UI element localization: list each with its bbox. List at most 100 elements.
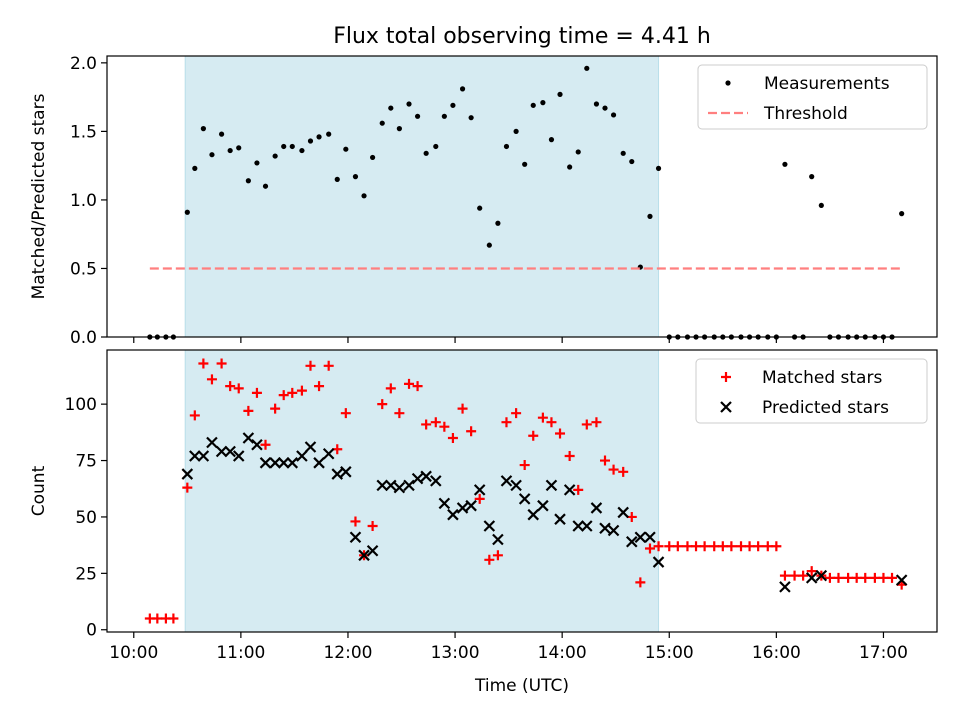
measurement-point — [477, 205, 483, 211]
predicted-star-point — [206, 436, 218, 449]
matched-star-point — [736, 541, 747, 552]
matched-star-point — [394, 408, 405, 419]
measurement-point — [486, 242, 492, 248]
predicted-star-point — [197, 450, 210, 462]
matched-star-point — [296, 385, 307, 396]
series-predicted-stars — [181, 432, 908, 593]
matched-star-point — [744, 541, 755, 552]
measurement-point — [557, 91, 563, 97]
matched-star-point — [287, 387, 298, 398]
matched-star-point — [243, 405, 254, 416]
predicted-star-point — [625, 535, 638, 548]
predicted-star-point — [527, 508, 540, 521]
predicted-star-point — [403, 479, 415, 492]
measurement-point — [334, 176, 340, 182]
matched-star-point — [691, 541, 702, 552]
matched-star-point — [511, 408, 522, 419]
predicted-star-point — [181, 468, 194, 480]
matched-star-point — [618, 466, 629, 477]
predicted-star-point — [358, 549, 370, 562]
predicted-star-point — [322, 447, 335, 460]
predicted-star-point — [634, 531, 647, 544]
matched-star-point — [225, 381, 236, 392]
y-axis-label: Count — [29, 465, 49, 516]
measurement-point — [433, 143, 439, 150]
matched-star-point — [278, 390, 289, 401]
measurement-point — [468, 115, 474, 121]
matched-star-point — [762, 541, 773, 552]
matched-star-point — [152, 613, 163, 624]
predicted-star-point — [456, 502, 469, 514]
matched-star-point — [682, 541, 693, 552]
predicted-star-point — [349, 531, 362, 544]
measurement-point — [184, 209, 190, 215]
measurement-point — [379, 120, 385, 126]
measurement-point — [423, 150, 429, 156]
measurement-point — [899, 211, 905, 217]
y-tick-label: 100 — [65, 395, 97, 415]
measurement-point — [245, 178, 251, 184]
predicted-star-point — [537, 499, 549, 512]
axes-frame — [106, 55, 938, 338]
predicted-star-point — [447, 508, 459, 521]
y-tick-label: 1.5 — [70, 122, 97, 142]
matched-star-point — [672, 541, 683, 552]
matched-star-point — [833, 572, 844, 583]
predicted-star-point — [617, 506, 629, 519]
predicted-star-point — [779, 581, 791, 593]
y-tick-label: 0.5 — [70, 259, 97, 279]
matched-star-point — [314, 381, 325, 392]
matched-star-point — [492, 550, 503, 561]
matched-star-point — [305, 360, 316, 371]
measurement-point — [522, 161, 528, 167]
matched-star-point — [664, 541, 675, 552]
x-tick-label: 16:00 — [752, 643, 801, 663]
y-tick-label: 0.0 — [70, 328, 97, 348]
x-tick-label: 15:00 — [645, 643, 694, 663]
predicted-star-point — [232, 450, 245, 462]
matched-star-point — [421, 419, 432, 430]
legend-box — [697, 64, 928, 130]
matched-star-point — [528, 430, 539, 441]
matched-star-point — [779, 570, 790, 581]
measurement-point — [782, 161, 788, 167]
matched-star-point — [466, 426, 477, 437]
measurement-point — [593, 101, 600, 107]
measurement-point — [218, 131, 225, 137]
measurement-point — [236, 145, 242, 151]
matched-star-point — [608, 464, 619, 475]
predicted-star-point — [224, 445, 236, 458]
matched-star-point — [430, 417, 441, 428]
matched-star-point — [717, 541, 728, 552]
measurement-point — [262, 183, 269, 189]
y-tick-label: 0 — [86, 621, 97, 641]
measurement-point — [299, 147, 305, 154]
measurement-point — [361, 193, 367, 199]
bottom-panel: 10:00 11:00 12:00 13:00 14:00 15:00 16:00 17:00… — [29, 349, 938, 663]
measurement-point — [567, 164, 573, 170]
predicted-star-point — [296, 450, 308, 462]
measurement-point — [343, 146, 349, 152]
matched-star-point — [474, 493, 485, 504]
predicted-star-point — [895, 574, 908, 586]
legend-swatch — [725, 80, 731, 86]
predicted-star-point — [269, 457, 281, 469]
y-axis-label: Matched/Predicted stars — [29, 93, 49, 299]
predicted-star-point — [805, 572, 818, 584]
predicted-star-point — [251, 438, 263, 451]
predicted-star-point — [590, 502, 603, 514]
predicted-star-point — [492, 533, 504, 546]
matched-star-point — [546, 417, 557, 428]
matched-star-point — [323, 360, 334, 371]
predicted-star-point — [385, 479, 397, 492]
matched-star-point — [182, 482, 193, 493]
matched-star-point — [404, 378, 415, 389]
matched-star-point — [600, 455, 610, 466]
measurement-point — [352, 174, 359, 180]
matched-star-point — [635, 577, 646, 588]
measurement-point — [459, 86, 466, 92]
measurement-point — [629, 158, 635, 165]
measurement-point — [209, 152, 215, 158]
matched-star-point — [367, 520, 378, 531]
